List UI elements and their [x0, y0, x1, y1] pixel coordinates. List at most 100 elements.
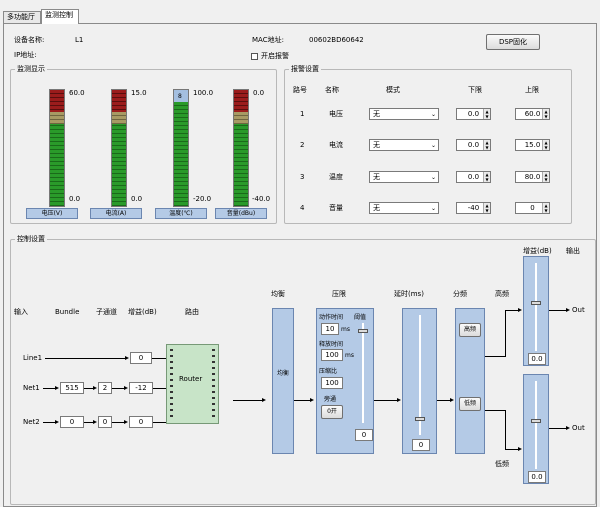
spinner-icon[interactable]: ▲ ▼: [483, 140, 490, 150]
control-settings-group: 控制设置 输入 Bundle 子通道 增益(dB) 路由 均衡 压限 延时(ms…: [10, 235, 596, 505]
dsp-save-button[interactable]: DSP固化: [486, 34, 540, 50]
select-value: 无: [373, 173, 380, 181]
threshold-label: 阈值: [354, 314, 367, 321]
bypass-button[interactable]: 0开: [321, 405, 343, 419]
xover-high-button[interactable]: 高频: [459, 323, 481, 337]
output-high-slider-handle[interactable]: [531, 301, 541, 305]
alarm-row-no: 4: [300, 204, 305, 212]
router-block[interactable]: Router: [166, 344, 219, 424]
arrow-right-icon: [262, 398, 266, 402]
device-name-label: 设备名称:: [14, 36, 45, 44]
threshold-slider-handle[interactable]: [358, 329, 368, 333]
output-low-gain-input[interactable]: 0.0: [528, 471, 546, 483]
release-input[interactable]: 100: [321, 349, 343, 361]
input-value: 0.0: [467, 141, 480, 149]
input-line1-label: Line1: [23, 354, 43, 362]
alarm-row-name: 电流: [329, 141, 343, 149]
alarm-low-input[interactable]: 0.0 ▲ ▼: [456, 171, 491, 183]
spinner-icon[interactable]: ▲ ▼: [483, 203, 490, 213]
alarm-mode-select[interactable]: 无 ⌄: [369, 202, 439, 214]
net2-bundle-input[interactable]: 0: [60, 416, 84, 428]
alarm-mode-select[interactable]: 无 ⌄: [369, 171, 439, 183]
spinner-icon[interactable]: ▲ ▼: [483, 109, 490, 119]
meter-bottom-value: 0.0: [131, 195, 143, 203]
signal-line: [505, 310, 519, 311]
signal-line: [153, 388, 166, 389]
spinner-icon[interactable]: ▲ ▼: [542, 172, 549, 182]
comp-header: 压限: [332, 290, 346, 298]
alarm-high-input[interactable]: 60.0 ▲ ▼: [515, 108, 550, 120]
xover-low-button[interactable]: 低频: [459, 397, 481, 411]
signal-line: [233, 400, 263, 401]
arrow-right-icon: [55, 386, 59, 390]
ratio-input[interactable]: 100: [321, 377, 343, 389]
delay-slider-handle[interactable]: [415, 417, 425, 421]
output-low-slider-handle[interactable]: [531, 419, 541, 423]
arrow-right-icon: [310, 398, 314, 402]
output-high-block: 0.0: [523, 256, 549, 366]
alarm-row-name: 音量: [329, 204, 343, 212]
input-value: 15.0: [524, 141, 541, 149]
input-header: 输入: [14, 308, 28, 316]
mac-label: MAC地址:: [252, 36, 284, 44]
attack-input[interactable]: 10: [321, 323, 339, 335]
delay-header: 延时(ms): [394, 290, 424, 298]
tab-label: 多功能厅: [7, 13, 35, 21]
temperature-level-fill: [174, 90, 188, 102]
alarm-high-input[interactable]: 80.0 ▲ ▼: [515, 171, 550, 183]
output-low-slider[interactable]: [535, 381, 537, 469]
output-high-slider[interactable]: [535, 263, 537, 351]
output-header: 输出: [566, 247, 580, 255]
input-value: 0: [138, 418, 144, 426]
input-net1-label: Net1: [23, 384, 40, 392]
net1-bundle-input[interactable]: 515: [60, 382, 84, 394]
signal-line: [549, 428, 567, 429]
router-label: Router: [179, 375, 203, 383]
delay-slider[interactable]: [419, 315, 421, 435]
alarm-high-input[interactable]: 0 ▲ ▼: [515, 202, 550, 214]
signal-line: [153, 422, 166, 423]
alarm-mode-select[interactable]: 无 ⌄: [369, 139, 439, 151]
signal-line: [294, 400, 311, 401]
control-group-title: 控制设置: [15, 235, 47, 244]
output-high-gain-input[interactable]: 0.0: [528, 353, 546, 365]
signal-line: [549, 310, 567, 311]
alarm-low-input[interactable]: -40 ▲ ▼: [456, 202, 491, 214]
threshold-value-input[interactable]: 0: [355, 429, 373, 441]
alarm-high-input[interactable]: 15.0 ▲ ▼: [515, 139, 550, 151]
alarm-low-input[interactable]: 0.0 ▲ ▼: [456, 139, 491, 151]
spinner-icon[interactable]: ▲ ▼: [542, 140, 549, 150]
meter-top-value: 0.0: [253, 89, 265, 97]
input-net2-label: Net2: [23, 418, 40, 426]
alarm-mode-select[interactable]: 无 ⌄: [369, 108, 439, 120]
line1-gain-input[interactable]: 0: [130, 352, 152, 364]
eq-block[interactable]: 均衡: [272, 308, 294, 454]
volume-meter-label: 音量(dBu): [215, 208, 267, 219]
tab-multifunction-hall[interactable]: 多功能厅: [3, 11, 41, 23]
volume-meter: [233, 89, 249, 207]
delay-input[interactable]: 0: [412, 439, 430, 451]
tab-monitor-control[interactable]: 监测控制: [41, 9, 79, 24]
alarm-row-no: 1: [300, 110, 305, 118]
router-input-ports: [170, 349, 173, 419]
alarm-header-name: 名称: [325, 86, 339, 94]
eq-label: 均衡: [277, 370, 290, 377]
signal-line: [505, 410, 506, 450]
net2-gain-input[interactable]: 0: [129, 416, 153, 428]
net1-gain-input[interactable]: -12: [129, 382, 153, 394]
alarm-low-input[interactable]: 0.0 ▲ ▼: [456, 108, 491, 120]
arrow-right-icon: [566, 308, 570, 312]
spinner-icon[interactable]: ▲ ▼: [483, 172, 490, 182]
threshold-slider[interactable]: [362, 323, 364, 423]
alarm-enable-checkbox[interactable]: [251, 53, 258, 60]
alarm-enable-label: 开启报警: [261, 52, 289, 60]
alarm-row-no: 2: [300, 141, 305, 149]
high-freq-label: 高频: [495, 290, 509, 298]
current-meter: [111, 89, 127, 207]
chevron-down-icon: ⌄: [430, 205, 436, 212]
spinner-icon[interactable]: ▲ ▼: [542, 203, 549, 213]
arrow-right-icon: [124, 420, 128, 424]
net2-subchannel-input[interactable]: 0: [98, 416, 112, 428]
net1-subchannel-input[interactable]: 2: [98, 382, 112, 394]
spinner-icon[interactable]: ▲ ▼: [542, 109, 549, 119]
